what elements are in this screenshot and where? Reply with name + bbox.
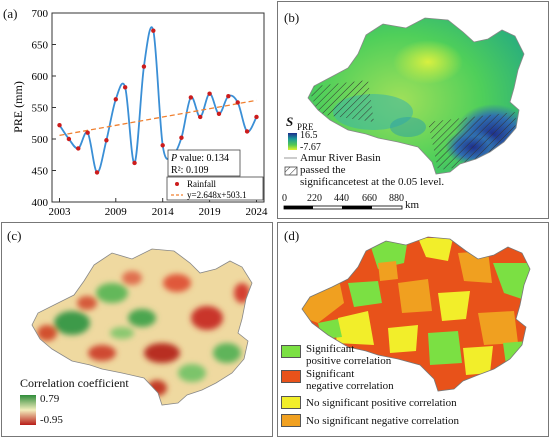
panel-c-map: (c) — [1, 222, 273, 437]
rainfall-point — [198, 114, 203, 120]
trend-color-ramp — [288, 133, 297, 150]
stats-box — [167, 149, 241, 177]
rainfall-point — [244, 129, 250, 134]
hatch-legend-swatch — [284, 166, 298, 176]
y-tick-label: 700 — [32, 8, 49, 20]
legend-swatch-nonsig-positive — [281, 396, 301, 409]
panel-a-chart: (a) 400 450 500 550 600 650 700 2003 2009 2014 20… — [0, 0, 274, 219]
rainfall-point — [85, 130, 90, 135]
legend-trend-label: y=2.648x+503.1 — [187, 190, 247, 200]
rainfall-point — [113, 97, 118, 102]
scale-tick-0: 0 — [282, 193, 287, 204]
legend-passed-line1: passed the — [300, 164, 346, 176]
panel-b-map: (b) — [277, 1, 549, 219]
legend-sig-positive-line2: positive correlation — [306, 355, 392, 367]
basin-boundary — [301, 236, 531, 392]
trend-map — [283, 17, 525, 210]
rainfall-point — [94, 170, 100, 175]
rainfall-point — [57, 122, 62, 128]
legend-box — [166, 176, 264, 201]
significance-map — [301, 236, 531, 392]
legend-rainfall-label: Rainfall — [187, 179, 216, 189]
scale-tick-880: 880 — [389, 193, 404, 204]
y-tick-label: 600 — [32, 71, 49, 83]
legend-max: 16.5 — [300, 130, 318, 141]
y-tick-label: 450 — [32, 166, 49, 178]
scale-unit: km — [405, 199, 420, 211]
rainfall-point — [226, 93, 231, 99]
y-tick-label: 400 — [32, 197, 49, 209]
panel-a-label: (a) — [3, 6, 18, 21]
legend-swatch-sig-positive — [281, 345, 301, 358]
scale-tick-660: 660 — [362, 193, 377, 204]
rainfall-point — [122, 85, 128, 90]
legend-sig-negative-line1: Significant — [306, 368, 355, 380]
rainfall-smooth-line — [58, 26, 258, 174]
x-tick-label: 2019 — [199, 206, 222, 218]
basin-boundary — [307, 17, 525, 175]
y-tick-label: 550 — [32, 103, 49, 115]
x-tick-label: 2024 — [245, 206, 268, 218]
p-value-text: P value: 0.134 — [170, 153, 229, 164]
panel-d-map: (d) Significant posi — [277, 222, 549, 437]
r2-text: R²: 0.109 — [171, 165, 208, 176]
rainfall-point — [66, 136, 72, 142]
rainfall-point — [179, 135, 184, 140]
rainfall-point — [76, 146, 81, 151]
scale-tick-440: 440 — [334, 193, 349, 204]
rainfall-point — [207, 91, 212, 96]
rainfall-point — [141, 64, 147, 69]
panel-c-label: (c) — [7, 228, 22, 243]
rainfall-point — [132, 160, 137, 166]
y-axis-label: PRE (mm) — [11, 81, 25, 133]
rainfall-chart: 400 450 500 550 600 650 700 2003 2009 2014 2019 20… — [11, 8, 268, 218]
legend-sig-positive-line1: Significant — [306, 343, 355, 355]
legend-swatch-sig-negative — [281, 370, 301, 383]
legend-sig-negative-line2: negative correlation — [306, 380, 394, 392]
correlation-map — [20, 248, 253, 425]
correlation-legend-title: Correlation coefficient — [20, 376, 129, 390]
rainfall-point — [216, 111, 222, 117]
scale-tick-220: 220 — [307, 193, 322, 204]
rainfall-point — [188, 95, 194, 100]
y-tick-label: 500 — [32, 134, 49, 146]
legend-title-sub: PRE — [297, 122, 314, 132]
panel-b-label: (b) — [284, 10, 300, 25]
rainfall-point — [254, 114, 259, 120]
legend-basin-label: Amur River Basin — [300, 152, 381, 164]
legend-nonsig-positive: No significant positive correlation — [306, 397, 457, 409]
legend-passed-line2: significancetest at the 0.05 level. — [300, 176, 445, 188]
basin-boundary — [31, 248, 253, 406]
x-tick-label: 2003 — [49, 206, 72, 218]
rainfall-point — [235, 100, 240, 105]
correlation-max: 0.79 — [40, 393, 60, 405]
legend-nonsig-negative: No significant negative correlation — [306, 415, 460, 427]
legend-min: -7.67 — [300, 142, 321, 153]
legend-title-s: S — [286, 114, 294, 129]
panel-d-label: (d) — [284, 228, 300, 243]
legend-swatch-nonsig-negative — [281, 414, 301, 427]
trend-line — [59, 99, 257, 137]
correlation-color-ramp — [20, 395, 36, 425]
y-tick-label: 650 — [32, 40, 49, 52]
x-tick-label: 2009 — [105, 206, 128, 218]
legend-rainfall-marker — [175, 182, 179, 186]
x-tick-label: 2014 — [152, 206, 175, 218]
rainfall-point — [151, 28, 156, 33]
correlation-min: -0.95 — [40, 414, 63, 426]
rainfall-point — [160, 143, 165, 148]
rainfall-point — [104, 138, 109, 143]
